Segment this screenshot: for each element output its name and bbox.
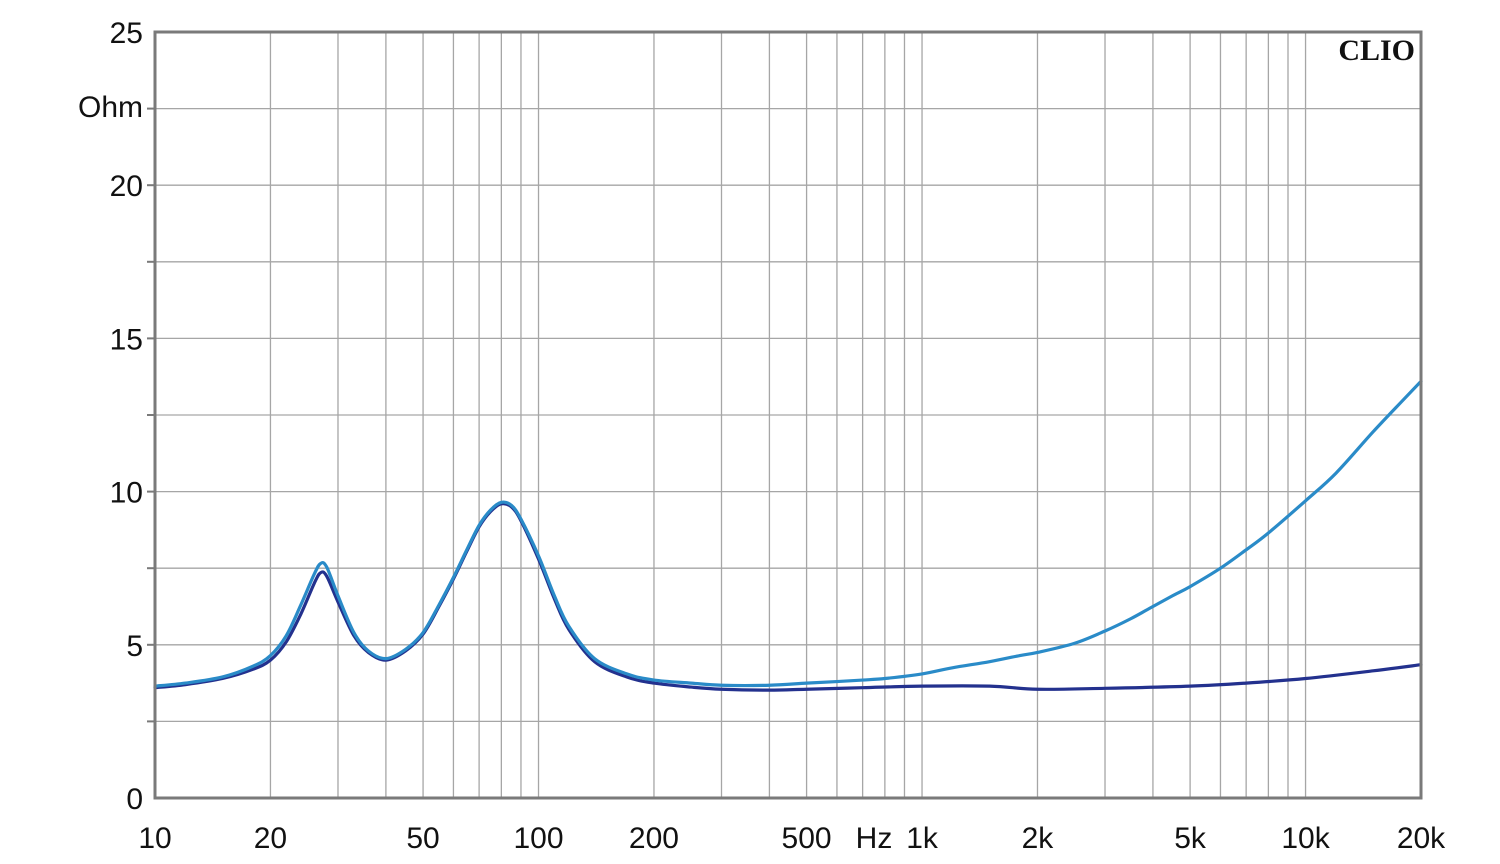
y-tick-label: 25 [110,17,143,50]
x-tick-label: 20k [1397,822,1446,855]
x-tick-label: 1k [906,822,939,855]
series-lines [153,379,1423,692]
x-tick-label: 2k [1022,822,1055,855]
x-axis-unit-label: Hz [856,822,893,855]
impedance-curve-1 [153,379,1423,688]
x-tick-label: 20 [254,822,287,855]
y-tick-label: 20 [110,170,143,203]
grid-lines [155,32,1421,798]
y-axis-unit-label: Ohm [78,91,143,124]
y-tick-label: 10 [110,477,143,510]
y-tick-label: 0 [126,783,143,816]
axis-labels: 10 20 50 100 200 500 1k 2k 5k 10k 20k 0 5 10 15 20 25 [110,17,1447,855]
x-tick-label: 10k [1281,822,1330,855]
x-tick-label: 5k [1174,822,1207,855]
plot-frame [153,30,1423,800]
x-tick-label: 10 [138,822,171,855]
x-tick-label: 100 [513,822,563,855]
clio-logo-text: CLIO [1338,34,1415,67]
y-tick-label: 15 [110,323,143,356]
x-tick-label: 50 [406,822,439,855]
x-tick-label: 200 [629,822,679,855]
x-tick-label: 500 [782,822,832,855]
y-tick-label: 5 [126,630,143,663]
